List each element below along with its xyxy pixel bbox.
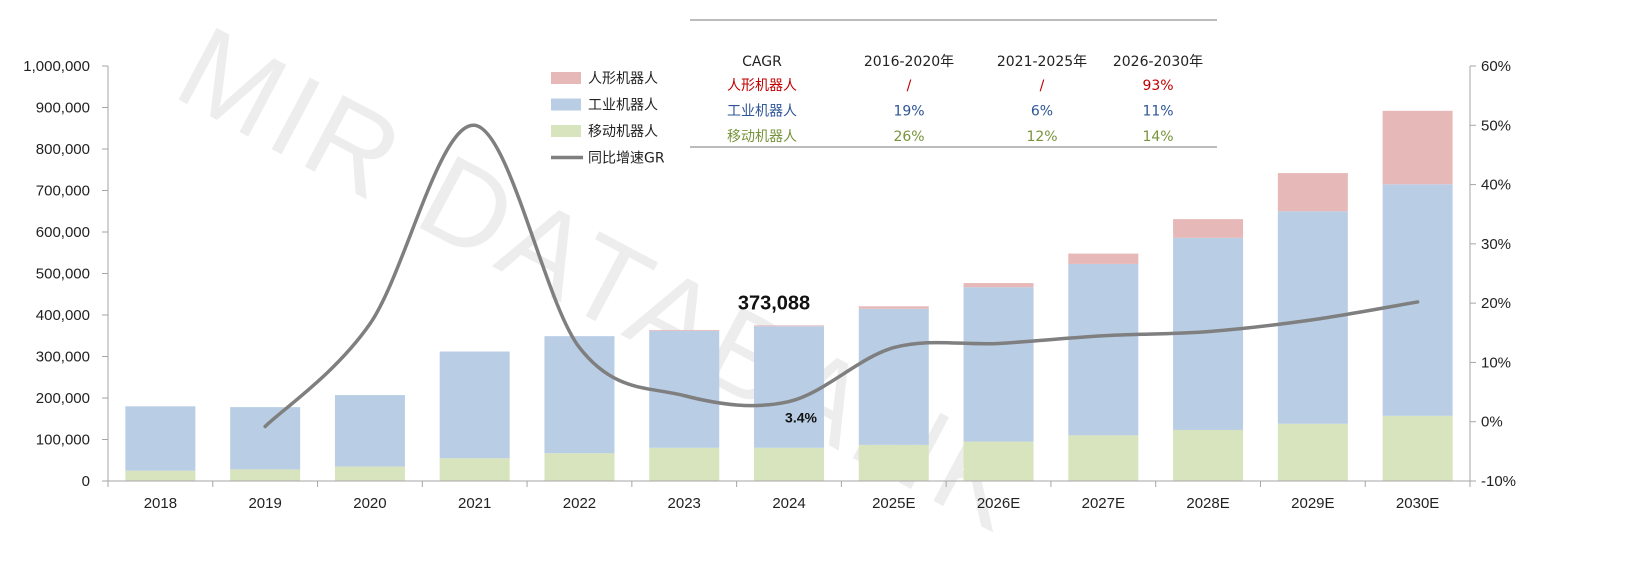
legend-label: 工业机器人 — [588, 98, 658, 114]
x-tick-label: 2026E — [977, 495, 1020, 512]
bar-mobile-2018 — [125, 470, 196, 481]
cagr-cell: 19% — [893, 104, 924, 120]
bar-mobile-2029E — [1277, 423, 1348, 481]
cagr-row-label: 人形机器人 — [727, 78, 797, 94]
legend-swatch — [551, 125, 581, 137]
axes-layer: 0 100,000 200,000 300,000 400,000 500,000 600,… — [23, 58, 1516, 512]
annotation-layer: 373,088 3.4% — [738, 292, 818, 425]
bar-industrial-2020 — [334, 395, 405, 467]
bar-mobile-2021 — [439, 458, 510, 481]
cagr-cell: 6% — [1031, 104, 1053, 120]
legend-swatch — [551, 72, 581, 84]
x-tick-label: 2019 — [248, 495, 281, 512]
y-right-tick-label: 60% — [1481, 58, 1511, 75]
x-tick-label: 2021 — [458, 495, 491, 512]
cagr-header-cell: 2016-2020年 — [864, 54, 954, 70]
x-tick-label: 2029E — [1291, 495, 1334, 512]
cagr-header-cell: 2026-2030年 — [1113, 54, 1203, 70]
cagr-cell: / — [1040, 78, 1045, 94]
bar-industrial-2022 — [544, 336, 615, 454]
bar-humanoid-2030E — [1382, 110, 1453, 185]
y-right-tick-label: 0% — [1481, 414, 1503, 431]
bar-industrial-2018 — [125, 406, 196, 471]
cagr-row-label: 工业机器人 — [727, 104, 797, 120]
cagr-cell: 12% — [1026, 129, 1057, 145]
y-left-tick-label: 700,000 — [36, 183, 90, 200]
cagr-row-label: 移动机器人 — [727, 129, 797, 145]
x-tick-label: 2018 — [144, 495, 177, 512]
y-left-tick-label: 400,000 — [36, 307, 90, 324]
legend-label: 同比增速GR — [588, 151, 665, 167]
bar-humanoid-2023 — [649, 329, 720, 331]
x-tick-label: 2020 — [353, 495, 386, 512]
x-tick-label: 2023 — [668, 495, 701, 512]
x-tick-label: 2030E — [1396, 495, 1439, 512]
bar-industrial-2026E — [963, 287, 1034, 442]
callout-2024-growth: 3.4% — [785, 410, 817, 426]
legend-label: 移动机器人 — [588, 124, 658, 140]
bar-mobile-2022 — [544, 453, 615, 481]
bar-mobile-2026E — [963, 441, 1034, 481]
y-left-tick-label: 100,000 — [36, 432, 90, 449]
bar-mobile-2023 — [649, 447, 720, 481]
y-left-tick-label: 300,000 — [36, 349, 90, 366]
cagr-cell: 93% — [1142, 78, 1173, 94]
legend-label: 人形机器人 — [588, 71, 658, 87]
bar-mobile-2024 — [754, 447, 824, 481]
x-tick-label: 2024 — [772, 495, 805, 512]
cagr-cell: 14% — [1142, 129, 1173, 145]
bar-humanoid-2027E — [1068, 253, 1139, 264]
y-right-tick-label: 40% — [1481, 177, 1511, 194]
y-left-tick-label: 900,000 — [36, 100, 90, 117]
y-right-tick-label: 30% — [1481, 236, 1511, 253]
bar-mobile-2020 — [334, 466, 405, 481]
callout-2024-total: 373,088 — [738, 292, 810, 314]
growth-rate-line — [263, 123, 1420, 429]
y-left-tick-label: 1,000,000 — [23, 58, 90, 75]
bar-mobile-2019 — [230, 469, 301, 481]
y-left-tick-label: 200,000 — [36, 390, 90, 407]
bar-mobile-2025E — [858, 444, 929, 481]
y-right-tick-label: 50% — [1481, 117, 1511, 134]
bar-industrial-2024 — [754, 326, 824, 448]
x-tick-label: 2027E — [1082, 495, 1125, 512]
bar-industrial-2019 — [230, 407, 301, 470]
y-left-tick-label: 0 — [82, 473, 90, 490]
bar-mobile-2028E — [1173, 429, 1244, 481]
bar-industrial-2025E — [858, 308, 929, 445]
x-tick-label: 2025E — [872, 495, 915, 512]
y-left-tick-label: 800,000 — [36, 141, 90, 158]
bar-humanoid-2024 — [754, 325, 824, 327]
bar-humanoid-2026E — [963, 283, 1034, 288]
cagr-header-cell: 2021-2025年 — [997, 54, 1087, 70]
y-left-tick-label: 600,000 — [36, 224, 90, 241]
y-left-tick-label: 500,000 — [36, 266, 90, 283]
bar-industrial-2023 — [649, 330, 720, 448]
bar-humanoid-2025E — [858, 306, 929, 309]
bar-humanoid-2029E — [1277, 173, 1348, 212]
y-right-tick-label: 20% — [1481, 295, 1511, 312]
cagr-header-cell: CAGR — [742, 54, 782, 70]
y-right-tick-label: -10% — [1481, 473, 1516, 490]
cagr-cell: / — [907, 78, 912, 94]
x-tick-label: 2028E — [1186, 495, 1229, 512]
cagr-cell: 26% — [893, 129, 924, 145]
legend-swatch — [551, 98, 581, 111]
growth-line-layer — [263, 123, 1420, 429]
bar-industrial-2030E — [1382, 184, 1453, 416]
cagr-cell: 11% — [1142, 104, 1173, 120]
bar-humanoid-2028E — [1173, 219, 1244, 238]
y-right-tick-label: 10% — [1481, 354, 1511, 371]
x-tick-label: 2022 — [563, 495, 596, 512]
bar-mobile-2027E — [1068, 435, 1139, 481]
bar-mobile-2030E — [1382, 415, 1453, 481]
bar-industrial-2021 — [439, 351, 510, 459]
bar-industrial-2027E — [1068, 263, 1139, 436]
